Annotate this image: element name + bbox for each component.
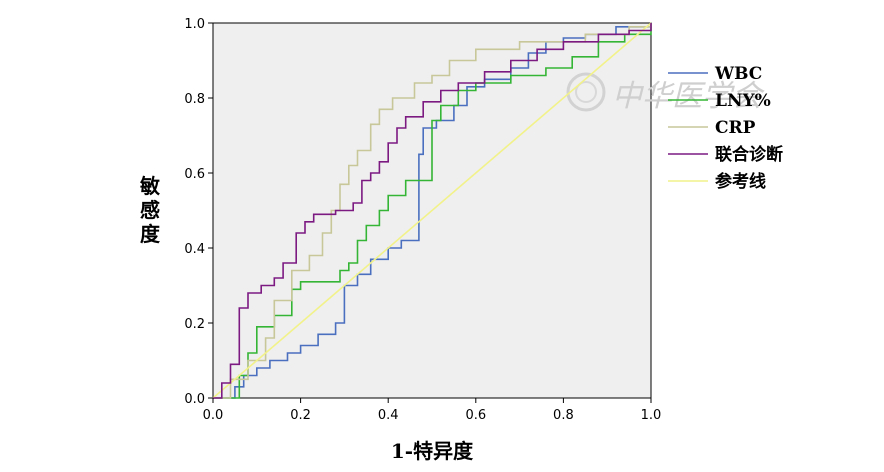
legend-label: WBC: [714, 64, 762, 84]
legend-label: 联合诊断: [715, 144, 783, 165]
series-layer: [212, 22, 652, 399]
y-tick-label: 1.0: [184, 17, 205, 32]
axes-layer: 0.0 0.2 0.4 0.6 0.8 1.0 0.0 0.2 0.4 0.6 0.8 1.0: [184, 17, 661, 423]
y-tick-label: 0.4: [184, 242, 205, 257]
watermark-seal: [566, 72, 606, 112]
y-tick-label: 0.0: [184, 392, 205, 407]
x-tick-label: 0.4: [378, 408, 399, 423]
y-tick-label: 0.6: [184, 167, 205, 182]
x-tick-label: 0.2: [290, 408, 311, 423]
x-axis-title: 1-特异度: [391, 439, 474, 463]
watermark: 中华医学会: [566, 72, 765, 114]
y-axis-title-char: 度: [140, 222, 161, 246]
series-line-4: [212, 22, 652, 399]
y-axis-title-char: 感: [140, 198, 160, 222]
x-tick-label: 1.0: [641, 408, 662, 423]
y-tick-label: 0.2: [184, 317, 205, 332]
watermark-seal-core: [575, 81, 597, 103]
y-axis-title-char: 敏: [139, 174, 161, 198]
y-tick-label: 0.8: [184, 92, 205, 107]
x-tick-label: 0.0: [203, 408, 224, 423]
watermark-seal-ring: [566, 72, 606, 112]
legend-label: LNY%: [715, 91, 771, 111]
legend-label: CRP: [715, 118, 756, 138]
x-tick-label: 0.8: [553, 408, 574, 423]
y-axis-title: 敏感度: [139, 174, 161, 246]
legend-label: 参考线: [715, 171, 766, 192]
watermark-text: 中华医学会: [612, 79, 765, 114]
x-tick-label: 0.6: [465, 408, 486, 423]
series-line-2: [213, 23, 652, 399]
series-line-3: [213, 23, 652, 399]
